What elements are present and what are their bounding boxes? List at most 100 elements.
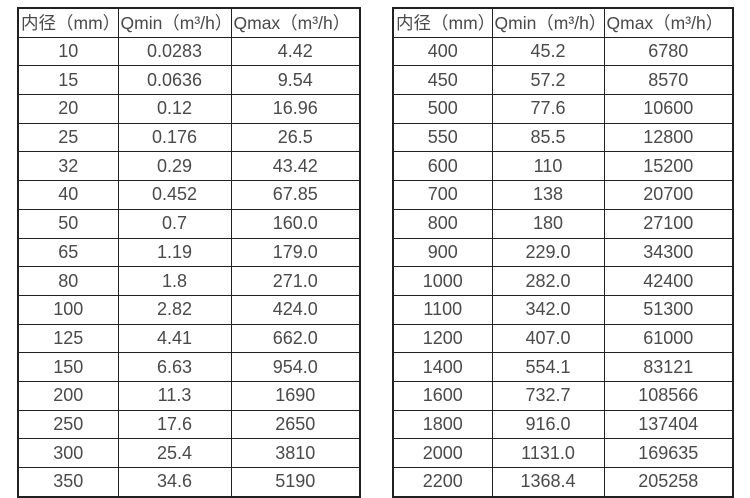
table-body: 400 45.2 6780 450 57.2 8570 500 77.6 10600 550 85.… xyxy=(392,36,734,498)
table-row: 300 25.4 3810 xyxy=(17,438,361,468)
data-cell: 700 xyxy=(392,180,493,210)
data-cell: 4.41 xyxy=(117,323,232,354)
data-cell: 407.0 xyxy=(491,323,605,354)
data-cell: 160.0 xyxy=(230,208,361,239)
data-cell: 1000 xyxy=(392,266,493,296)
data-cell: 1200 xyxy=(392,323,493,354)
data-cell: 179.0 xyxy=(230,237,361,268)
data-cell: 954.0 xyxy=(230,352,361,382)
data-cell: 500 xyxy=(392,94,493,124)
data-cell: 34300 xyxy=(603,237,734,268)
data-cell: 12800 xyxy=(603,122,734,153)
table-row: 800 180 27100 xyxy=(392,208,734,239)
data-cell: 100 xyxy=(17,294,119,325)
data-cell: 51300 xyxy=(603,294,734,325)
data-cell: 1100 xyxy=(392,294,493,325)
table-row: 1000 282.0 42400 xyxy=(392,266,734,296)
data-cell: 2000 xyxy=(392,438,493,468)
data-cell: 662.0 xyxy=(230,323,361,354)
table-row: 20 0.12 16.96 xyxy=(17,94,361,124)
table-row: 200 11.3 1690 xyxy=(17,380,361,411)
data-cell: 61000 xyxy=(603,323,734,354)
table-row: 1600 732.7 108566 xyxy=(392,380,734,411)
table-row: 125 4.41 662.0 xyxy=(17,323,361,354)
data-cell: 350 xyxy=(17,466,119,498)
table-row: 900 229.0 34300 xyxy=(392,237,734,268)
table-body: 10 0.0283 4.42 15 0.0636 9.54 20 0.12 16.96 25 0.1… xyxy=(17,36,361,498)
data-cell: 271.0 xyxy=(230,266,361,296)
data-cell: 2200 xyxy=(392,466,493,498)
table-row: 2200 1368.4 205258 xyxy=(392,466,734,498)
data-cell: 554.1 xyxy=(491,352,605,382)
data-cell: 150 xyxy=(17,352,119,382)
table-row: 15 0.0636 9.54 xyxy=(17,65,361,96)
data-cell: 20 xyxy=(17,94,119,124)
data-cell: 1131.0 xyxy=(491,438,605,468)
data-cell: 9.54 xyxy=(230,65,361,96)
data-cell: 0.0283 xyxy=(117,36,232,67)
data-cell: 10600 xyxy=(603,94,734,124)
data-cell: 400 xyxy=(392,36,493,67)
data-cell: 32 xyxy=(17,151,119,182)
data-cell: 34.6 xyxy=(117,466,232,498)
data-cell: 205258 xyxy=(603,466,734,498)
data-cell: 65 xyxy=(17,237,119,268)
header-row: 内径（mm） Qmin（m³/h） Qmax（m³/h） xyxy=(17,7,361,38)
data-cell: 424.0 xyxy=(230,294,361,325)
table-row: 400 45.2 6780 xyxy=(392,36,734,67)
table-row: 500 77.6 10600 xyxy=(392,94,734,124)
data-cell: 2650 xyxy=(230,409,361,440)
table-row: 1200 407.0 61000 xyxy=(392,323,734,354)
flow-spec-table-small-diameters: 内径（mm） Qmin（m³/h） Qmax（m³/h） 10 0.0283 4.4… xyxy=(17,7,361,498)
data-cell: 229.0 xyxy=(491,237,605,268)
data-cell: 42400 xyxy=(603,266,734,296)
data-cell: 17.6 xyxy=(117,409,232,440)
data-cell: 80 xyxy=(17,266,119,296)
header-cell-diameter: 内径（mm） xyxy=(17,7,119,38)
data-cell: 916.0 xyxy=(491,409,605,440)
data-cell: 4.42 xyxy=(230,36,361,67)
header-cell-qmax: Qmax（m³/h） xyxy=(603,7,734,38)
table-row: 450 57.2 8570 xyxy=(392,65,734,96)
data-cell: 15 xyxy=(17,65,119,96)
data-cell: 600 xyxy=(392,151,493,182)
data-cell: 57.2 xyxy=(491,65,605,96)
data-cell: 110 xyxy=(491,151,605,182)
table-row: 10 0.0283 4.42 xyxy=(17,36,361,67)
table-row: 32 0.29 43.42 xyxy=(17,151,361,182)
data-cell: 250 xyxy=(17,409,119,440)
data-cell: 1690 xyxy=(230,380,361,411)
table-row: 40 0.452 67.85 xyxy=(17,180,361,210)
data-cell: 16.96 xyxy=(230,94,361,124)
table-row: 1400 554.1 83121 xyxy=(392,352,734,382)
data-cell: 83121 xyxy=(603,352,734,382)
data-cell: 0.7 xyxy=(117,208,232,239)
data-cell: 1368.4 xyxy=(491,466,605,498)
table-row: 100 2.82 424.0 xyxy=(17,294,361,325)
data-cell: 0.12 xyxy=(117,94,232,124)
flow-spec-table-large-diameters: 内径（mm） Qmin（m³/h） Qmax（m³/h） 400 45.2 6780… xyxy=(392,7,734,498)
data-cell: 550 xyxy=(392,122,493,153)
data-cell: 25 xyxy=(17,122,119,153)
table-row: 1100 342.0 51300 xyxy=(392,294,734,325)
data-cell: 15200 xyxy=(603,151,734,182)
data-cell: 10 xyxy=(17,36,119,67)
data-cell: 0.176 xyxy=(117,122,232,153)
data-cell: 6.63 xyxy=(117,352,232,382)
data-cell: 77.6 xyxy=(491,94,605,124)
data-cell: 1800 xyxy=(392,409,493,440)
table-row: 1800 916.0 137404 xyxy=(392,409,734,440)
table-row: 600 110 15200 xyxy=(392,151,734,182)
data-cell: 900 xyxy=(392,237,493,268)
data-cell: 0.452 xyxy=(117,180,232,210)
data-cell: 3810 xyxy=(230,438,361,468)
table-row: 550 85.5 12800 xyxy=(392,122,734,153)
table-row: 700 138 20700 xyxy=(392,180,734,210)
data-cell: 800 xyxy=(392,208,493,239)
data-cell: 200 xyxy=(17,380,119,411)
data-cell: 282.0 xyxy=(491,266,605,296)
data-cell: 342.0 xyxy=(491,294,605,325)
header-cell-diameter: 内径（mm） xyxy=(392,7,493,38)
data-cell: 125 xyxy=(17,323,119,354)
data-cell: 0.29 xyxy=(117,151,232,182)
